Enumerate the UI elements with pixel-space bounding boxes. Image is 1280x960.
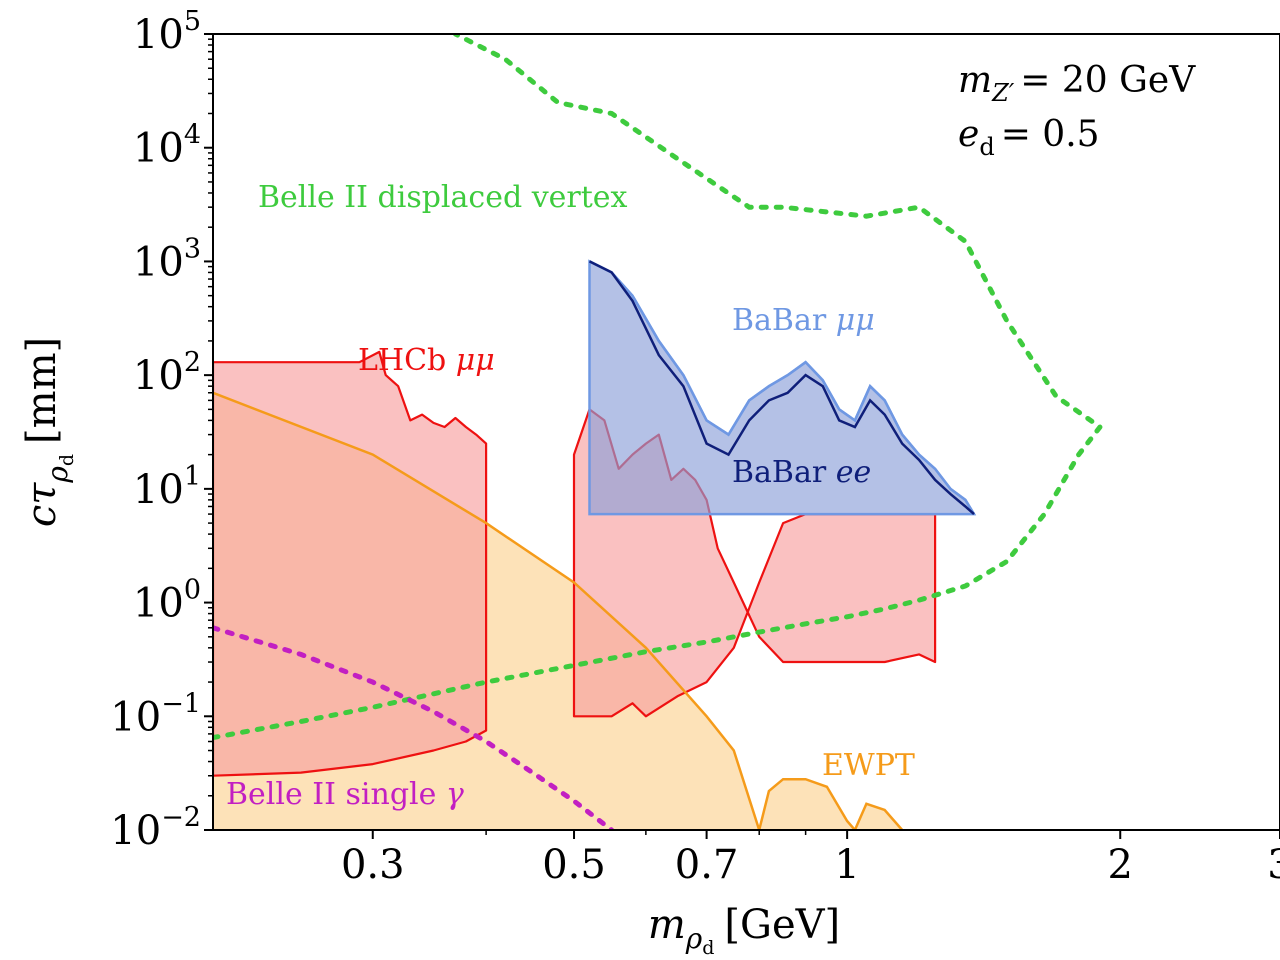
babar-ee-line [588, 260, 975, 516]
x-tick-label-1: 0.5 [542, 842, 606, 888]
series-label-lhcb: LHCb μμ [358, 343, 495, 378]
y-tick-label-1: 104 [133, 120, 201, 172]
y-tick-label-2: 103 [133, 233, 201, 285]
x-tick-label-0: 0.3 [341, 842, 405, 888]
x-tick-label-3: 1 [834, 842, 859, 888]
plot-frame [212, 33, 1280, 831]
series-label-ewpt: EWPT [822, 748, 915, 783]
x-tick-label-2: 0.7 [675, 842, 739, 888]
series-label-babar-ee: BaBar ee [732, 455, 871, 490]
series-label-babar-mumu: BaBar μμ [732, 303, 875, 338]
param-mzprime: mZ′ = 20 GeV [958, 60, 1196, 107]
param-ed: ed = 0.5 [958, 114, 1100, 161]
x-tick-label-4: 2 [1108, 842, 1133, 888]
babar-mumu-line [588, 260, 976, 515]
ewpt-line [213, 391, 904, 830]
y-tick-label-3: 102 [133, 347, 201, 399]
series-label-belle-gamma: Belle II single γ [226, 777, 464, 812]
y-axis-label: cτρd[mm] [19, 337, 78, 527]
y-tick-label-0: 105 [133, 6, 201, 58]
belle-dv-line [213, 34, 1104, 741]
y-tick-label-4: 101 [133, 461, 201, 513]
y-tick-label-7: 10−2 [110, 802, 201, 854]
series-label-belle-dv: Belle II displaced vertex [258, 180, 628, 215]
x-axis-label: mρd [GeV] [648, 902, 840, 955]
x-tick-label-5: 3 [1267, 842, 1280, 888]
belle-gamma-line [213, 625, 615, 830]
y-tick-label-5: 100 [133, 575, 201, 627]
y-tick-label-6: 10−1 [110, 688, 201, 740]
lhcb-region-1 [213, 350, 488, 777]
